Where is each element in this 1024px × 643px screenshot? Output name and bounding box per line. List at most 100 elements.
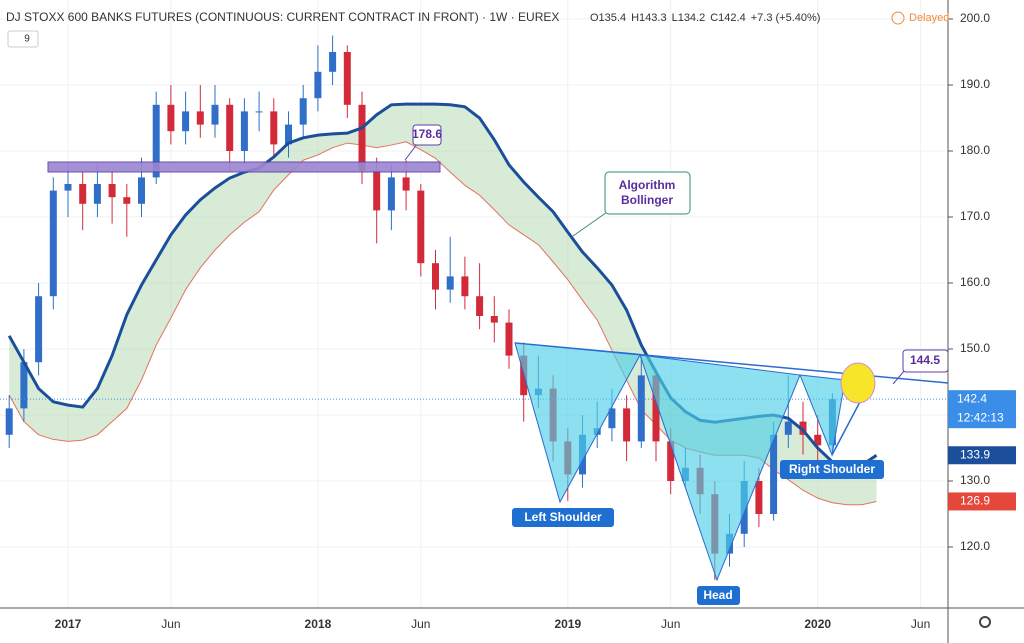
callout-pointer xyxy=(404,142,419,161)
axes: 120.0130.0140.0150.0160.0170.0180.0190.0… xyxy=(55,11,1016,631)
candle-body xyxy=(637,375,645,442)
candle-body xyxy=(343,52,351,105)
head-shape xyxy=(639,354,801,582)
candle-body xyxy=(79,184,87,204)
x-tick-label: Jun xyxy=(911,617,930,631)
band-tag-label: 126.9 xyxy=(960,494,990,508)
y-tick-label: 120.0 xyxy=(960,539,990,553)
ohlc-value: +7.3 (+5.40%) xyxy=(751,12,821,24)
band-tag xyxy=(948,446,1016,465)
candle-body xyxy=(226,104,234,151)
candle-body xyxy=(138,177,145,204)
status: Delayed xyxy=(909,12,949,24)
candle-body xyxy=(814,434,822,446)
candle-body xyxy=(93,184,101,204)
x-tick-label: Jun xyxy=(411,617,430,631)
right-shoulder-shape xyxy=(799,374,846,457)
candle-body xyxy=(490,316,498,323)
candle-body xyxy=(167,104,175,132)
candle-body xyxy=(49,190,57,297)
projection-line xyxy=(831,397,863,456)
candle-body xyxy=(270,111,278,145)
countdown: 12:42:13 xyxy=(957,410,1004,424)
candle-body xyxy=(799,421,807,435)
y-tick-label: 150.0 xyxy=(960,341,990,355)
delayed-icon xyxy=(891,11,905,25)
candle-body xyxy=(505,322,513,356)
candle-body xyxy=(211,104,219,125)
callout-pointer xyxy=(572,209,611,237)
chart-title: DJ STOXX 600 BANKS FUTURES (CONTINUOUS: … xyxy=(6,10,559,24)
annotation: Bollinger xyxy=(621,193,673,207)
y-tick-label: 200.0 xyxy=(960,11,990,25)
price-axis-bg xyxy=(948,0,1024,643)
candle-body xyxy=(285,124,292,145)
candle-body xyxy=(255,111,263,113)
price-tag-label: 142.4 xyxy=(957,391,987,405)
ohlc-value: H143.3 xyxy=(631,12,666,24)
annotation: Algorithm xyxy=(619,178,676,192)
candle-body xyxy=(20,362,28,409)
y-tick-label: 130.0 xyxy=(960,473,990,487)
y-tick-label: 190.0 xyxy=(960,77,990,91)
candle-body xyxy=(432,263,439,290)
candle-body xyxy=(476,296,484,316)
candle-body xyxy=(314,71,322,99)
ohlc-value: L134.2 xyxy=(672,12,706,24)
candle-body xyxy=(373,170,381,211)
candle-body xyxy=(623,408,631,442)
pattern-tag xyxy=(697,586,740,605)
candle-body xyxy=(182,111,190,132)
candle-body xyxy=(358,104,366,171)
band-tag-label: 133.9 xyxy=(960,447,990,461)
candle-body xyxy=(123,197,131,204)
pattern-label: Left Shoulder xyxy=(524,510,602,524)
indicator-count: 9 xyxy=(24,34,30,45)
candle-body xyxy=(299,98,307,125)
candle-body xyxy=(770,434,778,514)
band-tag xyxy=(948,492,1016,511)
price-tag xyxy=(948,390,1016,429)
left-shoulder-shape xyxy=(514,342,641,504)
ohlc-value: O135.4 xyxy=(590,12,626,24)
candle-body xyxy=(402,177,410,191)
target-marker xyxy=(840,362,876,404)
time-axis-bg xyxy=(0,608,1024,643)
callout-box xyxy=(412,124,442,146)
settings-icon[interactable] xyxy=(979,616,991,628)
pattern-tag xyxy=(780,460,884,479)
candle-body xyxy=(5,408,13,435)
pattern-label: Right Shoulder xyxy=(789,462,875,476)
candle-body xyxy=(417,190,425,264)
candle-body xyxy=(240,111,248,151)
candle-body xyxy=(461,276,469,297)
candle-body xyxy=(667,441,675,481)
pattern-tag xyxy=(512,508,614,527)
candle-body xyxy=(35,296,43,363)
x-tick-label: Jun xyxy=(161,617,180,631)
candle-body xyxy=(446,276,454,290)
callout-label: 178.6 xyxy=(412,127,442,141)
candle-body xyxy=(64,184,72,191)
ohlc-legend: O135.4 H143.3 L134.2 C142.4 +7.3 (+5.40%) xyxy=(590,12,820,24)
x-tick-label: 2020 xyxy=(804,617,831,631)
candle-body xyxy=(152,104,160,178)
candle-body xyxy=(196,111,204,125)
candle-body xyxy=(608,408,616,429)
y-tick-label: 170.0 xyxy=(960,209,990,223)
candle-body xyxy=(784,421,792,435)
x-tick-label: 2019 xyxy=(554,617,581,631)
y-tick-label: 180.0 xyxy=(960,143,990,157)
candle-body xyxy=(652,375,660,442)
indicator-toggle[interactable] xyxy=(7,30,39,48)
ohlc-value: C142.4 xyxy=(710,12,745,24)
candle-body xyxy=(755,481,763,514)
callout-box xyxy=(604,171,691,215)
pattern-label: Head xyxy=(703,588,732,602)
resistance-zone xyxy=(47,161,441,173)
candle-body xyxy=(387,177,395,211)
x-tick-label: 2018 xyxy=(305,617,332,631)
callout-pointer xyxy=(892,369,906,385)
